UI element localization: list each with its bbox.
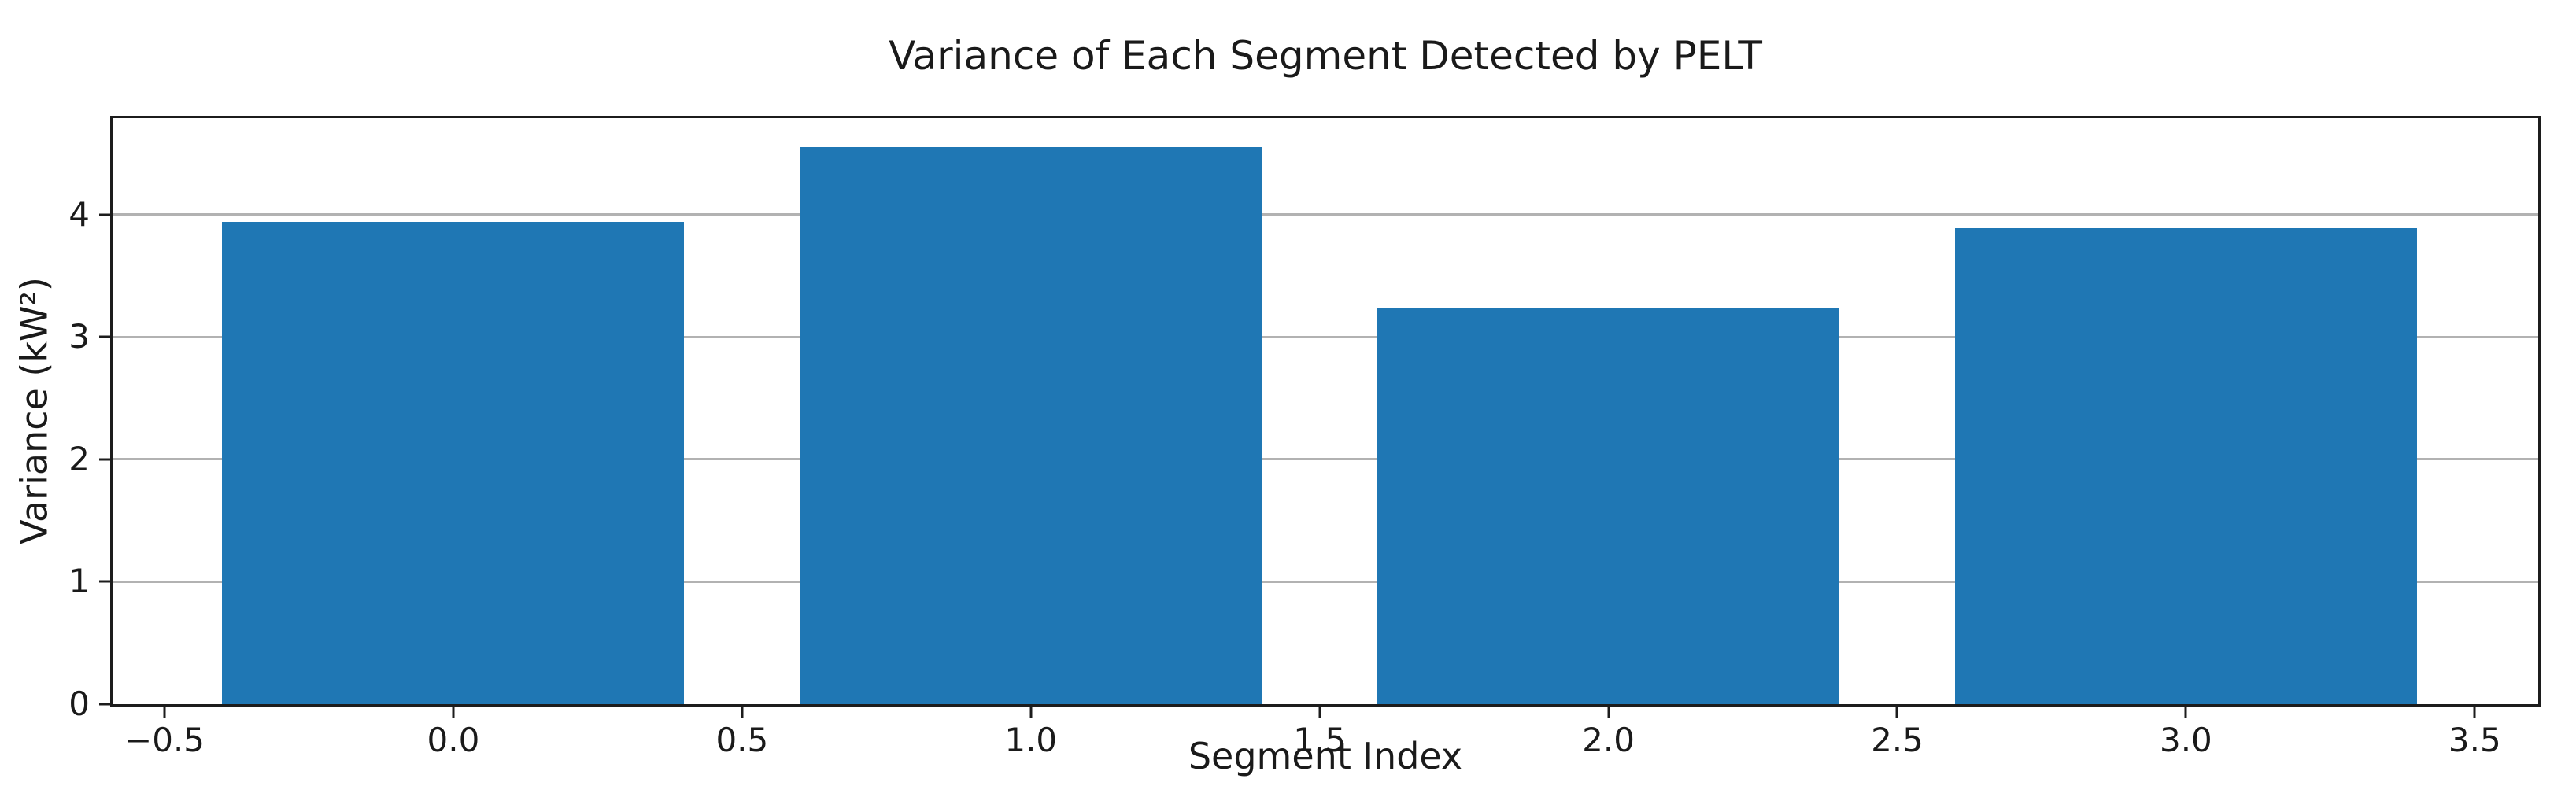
x-tick-label: 1.5 xyxy=(1293,721,1347,759)
y-tick-mark xyxy=(99,703,110,706)
gridline-y-4 xyxy=(113,213,2538,216)
gridline-y-2 xyxy=(113,458,2538,461)
x-tick-mark xyxy=(2473,707,2476,718)
x-tick-label: 0.0 xyxy=(427,721,480,759)
x-tick-mark xyxy=(1318,707,1321,718)
plot-area xyxy=(110,116,2541,707)
chart-title: Variance of Each Segment Detected by PEL… xyxy=(889,33,1762,79)
x-tick-label: 2.0 xyxy=(1582,721,1635,759)
x-tick-label: 1.0 xyxy=(1004,721,1058,759)
y-tick-mark xyxy=(99,213,110,216)
y-tick-label: 0 xyxy=(68,684,90,723)
y-tick-label: 3 xyxy=(68,317,90,356)
bar-segment-0 xyxy=(222,222,685,704)
x-axis-label: Segment Index xyxy=(1188,735,1463,777)
y-tick-label: 2 xyxy=(68,439,90,478)
y-tick-label: 4 xyxy=(68,194,90,234)
x-tick-label: 0.5 xyxy=(715,721,769,759)
gridline-y-3 xyxy=(113,335,2538,338)
y-axis: 0 1 2 3 4 xyxy=(0,118,110,721)
x-tick-mark xyxy=(741,707,744,718)
x-tick-mark xyxy=(452,707,455,718)
gridline-y-1 xyxy=(113,580,2538,583)
y-tick-label: 1 xyxy=(68,562,90,601)
y-tick-mark xyxy=(99,580,110,583)
x-tick-mark xyxy=(2184,707,2187,718)
x-tick-mark xyxy=(1029,707,1033,718)
bar-segment-3 xyxy=(1954,227,2417,704)
x-tick-mark xyxy=(1895,707,1898,718)
y-tick-mark xyxy=(99,335,110,338)
x-tick-mark xyxy=(1607,707,1610,718)
x-tick-mark xyxy=(163,707,166,718)
x-tick-label: 2.5 xyxy=(1871,721,1924,759)
x-tick-label: 3.0 xyxy=(2159,721,2212,759)
x-axis: −0.5 0.0 0.5 1.0 1.5 2.0 2.5 3.0 3.5 xyxy=(113,707,2538,785)
bar-segment-2 xyxy=(1377,308,1840,704)
y-tick-mark xyxy=(99,458,110,461)
x-tick-label: −0.5 xyxy=(124,721,205,759)
x-tick-label: 3.5 xyxy=(2448,721,2501,759)
bar-segment-1 xyxy=(800,147,1262,704)
